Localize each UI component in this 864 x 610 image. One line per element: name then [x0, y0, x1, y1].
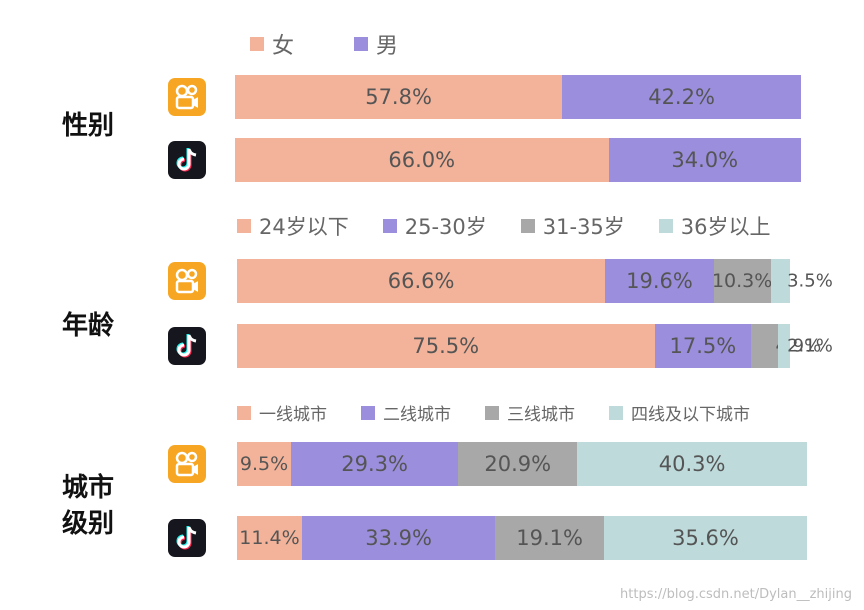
- legend-label: 女: [272, 34, 295, 59]
- legend-swatch: [658, 219, 673, 233]
- bar-segment: 75.5%: [237, 324, 655, 368]
- data-label: 9.5%: [239, 453, 289, 475]
- legend-label: 31-35岁: [542, 215, 625, 239]
- stacked-bar: 57.8% 42.2%: [235, 75, 801, 119]
- stacked-bar: 66.6% 19.6% 10.3% 3.5%: [237, 259, 833, 303]
- legend-label: 25-30岁: [404, 215, 487, 239]
- data-label: 66.0%: [388, 148, 456, 172]
- kuaishou-icon: [168, 445, 206, 483]
- bar-segment: 10.3%: [711, 259, 773, 303]
- bar-segment: 3.5%: [770, 259, 833, 303]
- data-label: 2.1%: [787, 335, 833, 357]
- data-label: 57.8%: [365, 85, 432, 109]
- group-label: 性别: [62, 111, 115, 141]
- legend-swatch: [361, 405, 375, 420]
- data-label: 42.2%: [648, 85, 715, 109]
- bar-segment: 66.0%: [235, 138, 609, 182]
- bar-segment: 34.0%: [608, 138, 801, 182]
- legend-swatch: [520, 219, 535, 233]
- legend: 一线城市 二线城市 三线城市 四线及以下城市: [237, 400, 784, 425]
- group-label: 年龄: [62, 311, 115, 341]
- legend-label: 三线城市: [507, 405, 575, 425]
- bar-segment: 29.3%: [291, 442, 459, 486]
- data-label: 75.5%: [412, 334, 480, 358]
- legend-label: 一线城市: [259, 405, 327, 425]
- data-label: 34.0%: [671, 148, 739, 172]
- bar-segment: 2.1%: [778, 324, 833, 368]
- stacked-bar: 9.5% 29.3% 20.9% 40.3%: [237, 442, 807, 486]
- douyin-icon: [168, 141, 206, 179]
- legend-swatch: [354, 37, 369, 51]
- legend-item: 31-35岁: [520, 211, 625, 241]
- kuaishou-icon: [168, 262, 206, 300]
- legend-label: 四线及以下城市: [631, 405, 750, 425]
- bar-segment: 9.5%: [237, 442, 292, 486]
- data-label: 40.3%: [658, 452, 726, 476]
- data-label: 29.3%: [341, 452, 408, 476]
- bar-segment: 33.9%: [301, 516, 496, 560]
- legend-swatch: [250, 37, 264, 51]
- bar-segment: 40.3%: [577, 442, 807, 486]
- data-label: 20.9%: [484, 452, 552, 476]
- douyin-icon: [168, 327, 206, 365]
- legend-label: 男: [376, 34, 399, 59]
- bar-segment: 20.9%: [458, 442, 578, 486]
- data-label: 19.6%: [626, 269, 693, 293]
- legend: 24岁以下 25-30岁 31-35岁 36岁以上: [237, 211, 805, 241]
- legend-item: 一线城市: [237, 400, 327, 425]
- data-label: 66.6%: [387, 269, 455, 293]
- legend-item: 24岁以下: [237, 211, 349, 241]
- data-label: 10.3%: [711, 270, 773, 292]
- legend: 女男: [250, 28, 458, 60]
- legend-swatch: [485, 405, 499, 420]
- douyin-icon: [168, 519, 206, 557]
- legend-label: 24岁以下: [259, 215, 349, 239]
- legend-swatch: [382, 219, 397, 233]
- stacked-bar: 11.4% 33.9% 19.1% 35.6%: [237, 516, 807, 560]
- data-label: 3.5%: [787, 270, 833, 292]
- legend-item: 女: [250, 28, 294, 60]
- kuaishou-icon: [168, 78, 206, 116]
- legend-item: 25-30岁: [382, 211, 487, 241]
- data-label: 11.4%: [239, 527, 300, 549]
- data-label: 35.6%: [672, 526, 739, 550]
- bar-segment: 35.6%: [604, 516, 807, 560]
- legend-item: 二线城市: [361, 400, 451, 425]
- legend-swatch: [237, 405, 251, 420]
- group-label: 城市 级别: [62, 473, 115, 539]
- bar-segment: 19.6%: [605, 259, 714, 303]
- bar-segment: 11.4%: [237, 516, 302, 560]
- legend-swatch: [237, 219, 251, 233]
- bar-segment: 42.2%: [562, 75, 801, 119]
- bar-segment: 4.9%: [751, 324, 821, 368]
- legend-item: 三线城市: [485, 400, 575, 425]
- legend-swatch: [609, 405, 623, 420]
- stacked-bar: 75.5% 17.5% 4.9% 2.1%: [237, 324, 833, 368]
- legend-label: 二线城市: [383, 405, 451, 425]
- watermark: https://blog.csdn.net/Dylan__zhijing: [620, 587, 852, 602]
- stacked-bar: 66.0% 34.0%: [235, 138, 801, 182]
- bar-segment: 57.8%: [235, 75, 563, 119]
- legend-label: 36岁以上: [680, 215, 771, 239]
- legend-item: 四线及以下城市: [609, 400, 750, 425]
- data-label: 17.5%: [669, 334, 737, 358]
- data-label: 33.9%: [365, 526, 432, 550]
- legend-item: 男: [354, 28, 398, 60]
- bar-segment: 66.6%: [237, 259, 606, 303]
- legend-item: 36岁以上: [658, 211, 771, 241]
- bar-segment: 19.1%: [495, 516, 605, 560]
- data-label: 19.1%: [516, 526, 583, 550]
- bar-segment: 17.5%: [654, 324, 752, 368]
